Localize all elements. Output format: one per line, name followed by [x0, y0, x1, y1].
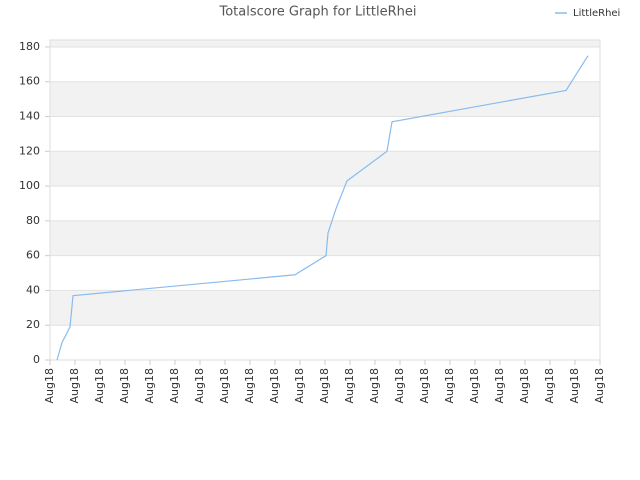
grid-band: [50, 151, 600, 187]
x-tick-label: Aug18: [318, 368, 331, 403]
x-tick-label: Aug18: [93, 368, 106, 403]
x-tick-label: Aug18: [243, 368, 256, 403]
y-tick-label: 60: [26, 249, 40, 262]
x-tick-label: Aug18: [393, 368, 406, 403]
x-tick-label: Aug18: [268, 368, 281, 403]
chart-title: Totalscore Graph for LittleRhei: [219, 5, 417, 20]
x-tick-label: Aug18: [568, 368, 581, 403]
y-tick-label: 120: [19, 144, 40, 157]
x-tick-label: Aug18: [418, 368, 431, 403]
y-tick-label: 100: [19, 179, 40, 192]
x-tick-label: Aug18: [543, 368, 556, 403]
line-series: [56, 55, 589, 361]
x-tick-label: Aug18: [118, 368, 131, 403]
y-tick-label: 0: [33, 353, 40, 366]
x-tick-label: Aug18: [68, 368, 81, 403]
grid-band: [50, 81, 600, 117]
x-tick-label: Aug18: [343, 368, 356, 403]
y-tick-label: 40: [26, 283, 40, 296]
legend-label: LittleRhei: [573, 8, 620, 19]
x-tick-label: Aug18: [468, 368, 481, 403]
x-tick-label: Aug18: [43, 368, 56, 403]
grid-band: [50, 40, 600, 47]
y-tick-label: 20: [26, 318, 40, 331]
y-tick-label: 160: [19, 75, 40, 88]
x-tick-label: Aug18: [368, 368, 381, 403]
x-tick-label: Aug18: [218, 368, 231, 403]
x-tick-label: Aug18: [593, 368, 606, 403]
x-tick-label: Aug18: [143, 368, 156, 403]
y-tick-label: 140: [19, 110, 40, 123]
x-tick-label: Aug18: [518, 368, 531, 403]
x-tick-label: Aug18: [193, 368, 206, 403]
grid-band: [50, 220, 600, 256]
x-tick-label: Aug18: [293, 368, 306, 403]
x-tick-label: Aug18: [493, 368, 506, 403]
x-tick-label: Aug18: [168, 368, 181, 403]
y-tick-label: 180: [19, 40, 40, 53]
x-tick-label: Aug18: [443, 368, 456, 403]
y-tick-label: 80: [26, 214, 40, 227]
grid-band: [50, 290, 600, 326]
